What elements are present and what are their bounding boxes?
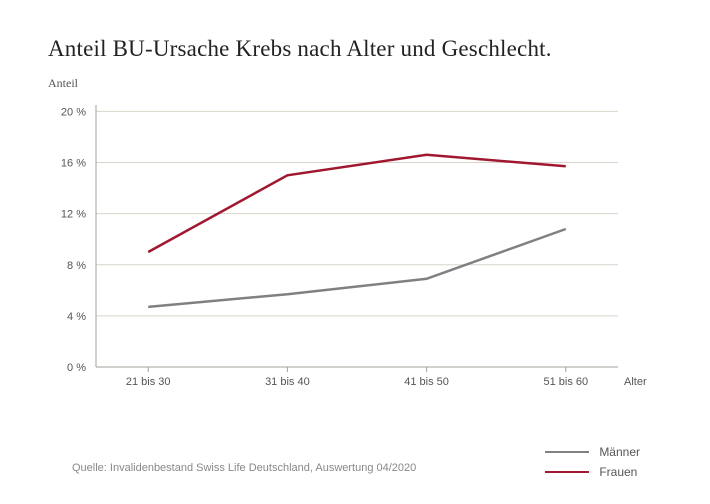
legend-swatch [545,451,589,453]
x-tick-label: 51 bis 60 [543,376,588,388]
y-tick-label: 16 % [61,158,86,170]
x-tick-label: 41 bis 50 [404,376,449,388]
series-line [148,155,566,252]
legend-item: Frauen [545,462,640,482]
y-tick-label: 8 % [67,260,86,272]
series-line [148,229,566,307]
x-tick-label: 21 bis 30 [126,376,171,388]
y-tick-label: 20 % [61,106,86,118]
legend-label: Frauen [599,465,637,479]
y-tick-label: 4 % [67,311,86,323]
legend: Männer Frauen [545,442,640,482]
legend-swatch [545,471,589,473]
legend-label: Männer [599,445,640,459]
y-axis-title: Anteil [48,76,674,91]
x-axis-title: Alter [624,376,647,388]
x-tick-label: 31 bis 40 [265,376,310,388]
y-tick-label: 12 % [61,209,86,221]
line-chart: 0 % 4 % 8 % 12 % 16 % 20 % 21 bis 30 31 bis 40 4… [48,97,660,397]
legend-item: Männer [545,442,640,462]
source-note: Quelle: Invalidenbestand Swiss Life Deut… [72,462,416,474]
y-tick-label: 0 % [67,362,86,374]
chart-title: Anteil BU-Ursache Krebs nach Alter und G… [48,36,674,62]
